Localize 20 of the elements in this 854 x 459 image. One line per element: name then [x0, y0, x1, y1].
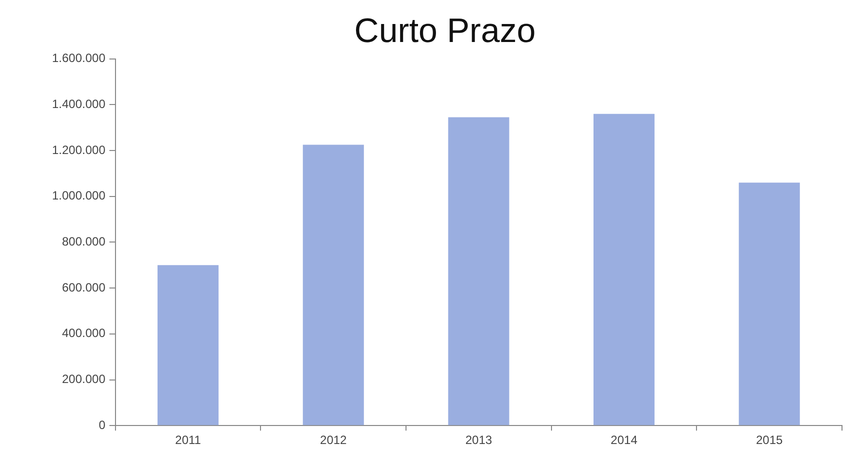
x-tick-label: 2011: [175, 433, 202, 448]
y-tick-label: 1.400.000: [52, 96, 106, 111]
bar: [593, 114, 655, 426]
bar: [158, 265, 219, 426]
y-tick-label: 200.000: [62, 372, 106, 386]
x-tick-label: 2013: [465, 433, 492, 448]
x-tick-label: 2014: [610, 433, 638, 448]
y-tick-label: 0: [98, 418, 106, 432]
y-tick-label: 800.000: [62, 234, 106, 249]
x-tick-label: 2015: [756, 433, 784, 448]
y-tick-label: 1.000.000: [52, 188, 106, 203]
bar: [302, 144, 364, 426]
chart-title: Curto Prazo: [354, 12, 536, 50]
y-tick-label: 600.000: [62, 280, 106, 294]
bar: [448, 117, 510, 426]
bar: [738, 182, 800, 426]
y-tick-label: 1.200.000: [52, 142, 106, 157]
y-tick-label: 1.600.000: [52, 51, 106, 66]
x-tick-label: 2012: [320, 433, 348, 448]
y-tick-label: 400.000: [62, 326, 106, 340]
